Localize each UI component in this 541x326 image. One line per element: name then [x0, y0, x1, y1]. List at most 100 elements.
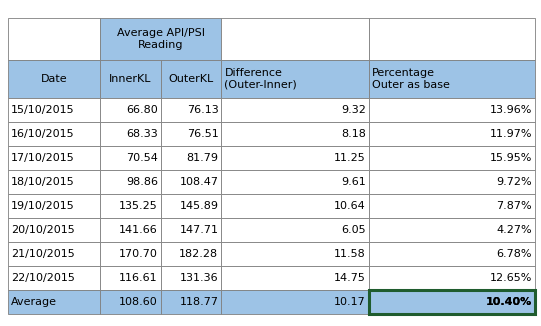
Bar — [100, 242, 161, 266]
Bar — [100, 170, 161, 194]
Bar — [221, 98, 369, 122]
Text: 9.32: 9.32 — [341, 105, 366, 115]
Bar — [100, 98, 161, 122]
Bar — [8, 194, 100, 218]
Bar — [8, 18, 100, 60]
Text: 76.13: 76.13 — [187, 105, 219, 115]
Bar — [221, 18, 369, 60]
Text: 70.54: 70.54 — [126, 153, 158, 163]
Bar — [221, 146, 369, 170]
Bar — [221, 242, 369, 266]
Bar — [369, 18, 535, 60]
Bar — [369, 266, 535, 290]
Text: 66.80: 66.80 — [126, 105, 158, 115]
Bar — [161, 266, 221, 290]
Bar — [369, 242, 535, 266]
Bar — [369, 290, 535, 314]
Bar — [8, 98, 100, 122]
Text: 6.78%: 6.78% — [497, 249, 532, 259]
Text: Difference
(Outer-Inner): Difference (Outer-Inner) — [225, 68, 297, 90]
Bar — [369, 146, 535, 170]
Bar — [161, 146, 221, 170]
Bar — [8, 290, 100, 314]
Text: Average API/PSI
Reading: Average API/PSI Reading — [117, 28, 205, 50]
Text: 18/10/2015: 18/10/2015 — [11, 177, 75, 187]
Bar — [100, 60, 161, 98]
Bar — [8, 60, 100, 98]
Bar — [369, 98, 535, 122]
Bar — [369, 290, 535, 314]
Text: 116.61: 116.61 — [119, 273, 158, 283]
Text: 9.61: 9.61 — [341, 177, 366, 187]
Bar — [8, 146, 100, 170]
Text: 135.25: 135.25 — [119, 201, 158, 211]
Text: 141.66: 141.66 — [119, 225, 158, 235]
Bar — [100, 122, 161, 146]
Text: 118.77: 118.77 — [180, 297, 219, 307]
Bar — [100, 290, 161, 314]
Bar — [161, 242, 221, 266]
Text: 13.96%: 13.96% — [490, 105, 532, 115]
Text: 14.75: 14.75 — [334, 273, 366, 283]
Text: OuterKL: OuterKL — [168, 74, 214, 84]
Text: 98.86: 98.86 — [126, 177, 158, 187]
Text: InnerKL: InnerKL — [109, 74, 152, 84]
Text: 19/10/2015: 19/10/2015 — [11, 201, 75, 211]
Bar — [100, 266, 161, 290]
Text: 170.70: 170.70 — [119, 249, 158, 259]
Bar — [369, 60, 535, 98]
Text: 131.36: 131.36 — [180, 273, 219, 283]
Text: 11.25: 11.25 — [334, 153, 366, 163]
Bar — [100, 194, 161, 218]
Text: 11.97%: 11.97% — [490, 129, 532, 139]
Bar — [8, 218, 100, 242]
Bar — [8, 242, 100, 266]
Bar — [161, 122, 221, 146]
Bar — [221, 60, 369, 98]
Text: 15/10/2015: 15/10/2015 — [11, 105, 75, 115]
Text: 10.40%: 10.40% — [486, 297, 532, 307]
Text: 17/10/2015: 17/10/2015 — [11, 153, 75, 163]
Bar — [161, 60, 221, 98]
Bar — [369, 170, 535, 194]
Bar — [369, 218, 535, 242]
Bar — [369, 122, 535, 146]
Text: 6.05: 6.05 — [341, 225, 366, 235]
Bar — [161, 218, 221, 242]
Text: 108.60: 108.60 — [119, 297, 158, 307]
Text: 10.17: 10.17 — [334, 297, 366, 307]
Text: 7.87%: 7.87% — [497, 201, 532, 211]
Bar — [221, 290, 369, 314]
Bar — [8, 122, 100, 146]
Text: 4.27%: 4.27% — [497, 225, 532, 235]
Text: 108.47: 108.47 — [180, 177, 219, 187]
Text: 21/10/2015: 21/10/2015 — [11, 249, 75, 259]
Bar — [161, 290, 221, 314]
Text: 10.64: 10.64 — [334, 201, 366, 211]
Bar — [221, 170, 369, 194]
Text: Date: Date — [41, 74, 68, 84]
Text: 22/10/2015: 22/10/2015 — [11, 273, 75, 283]
Bar — [161, 194, 221, 218]
Text: 10.40%: 10.40% — [486, 297, 532, 307]
Text: 76.51: 76.51 — [187, 129, 219, 139]
Text: 145.89: 145.89 — [180, 201, 219, 211]
Text: 8.18: 8.18 — [341, 129, 366, 139]
Text: 15.95%: 15.95% — [490, 153, 532, 163]
Bar — [100, 146, 161, 170]
Text: 81.79: 81.79 — [187, 153, 219, 163]
Bar — [221, 218, 369, 242]
Bar — [100, 218, 161, 242]
Bar — [161, 170, 221, 194]
Bar — [221, 194, 369, 218]
Text: 12.65%: 12.65% — [490, 273, 532, 283]
Bar — [100, 18, 221, 60]
Text: 16/10/2015: 16/10/2015 — [11, 129, 75, 139]
Bar — [161, 98, 221, 122]
Bar — [8, 266, 100, 290]
Text: Average: Average — [11, 297, 57, 307]
Bar — [369, 194, 535, 218]
Bar — [8, 170, 100, 194]
Text: Percentage
Outer as base: Percentage Outer as base — [372, 68, 450, 90]
Text: 68.33: 68.33 — [126, 129, 158, 139]
